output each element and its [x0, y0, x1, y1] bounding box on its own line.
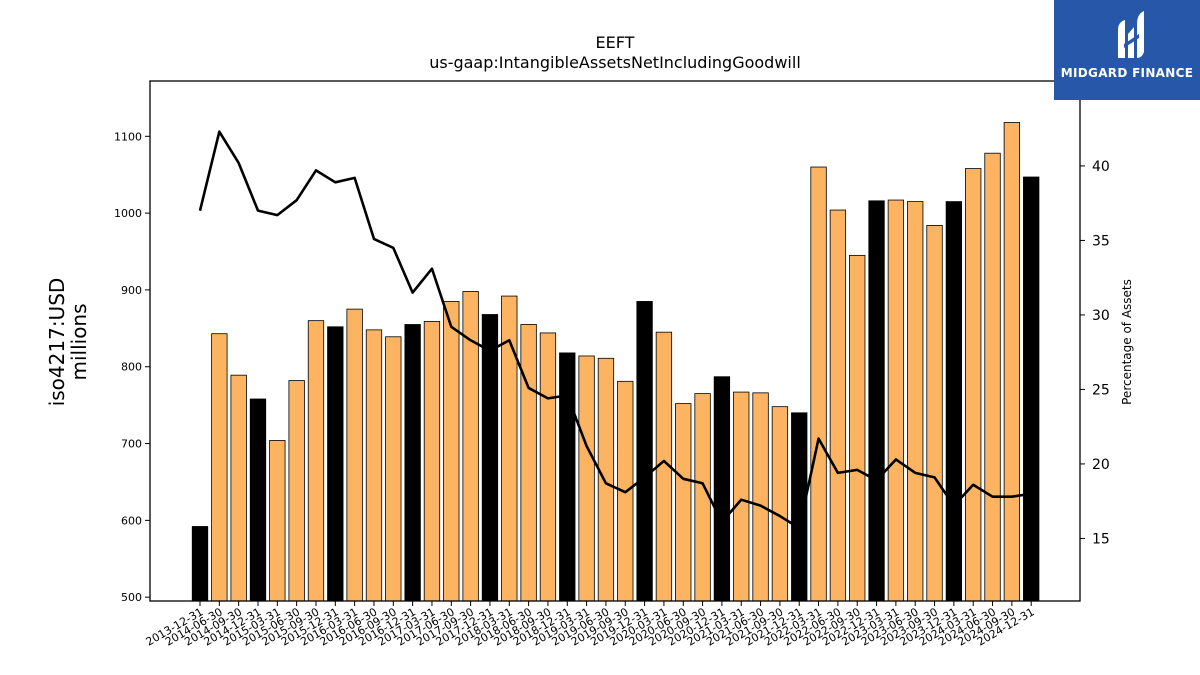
- bar-2024-09-30: [1003, 122, 1021, 602]
- right-axis: 15 20 25 30 35 40: [1080, 159, 1110, 547]
- bar-2019-06-30: [597, 357, 615, 602]
- left-tick-label: 1000: [114, 207, 142, 220]
- bar-2024-12-31: [1023, 176, 1040, 602]
- bar-2019-03-31: [578, 355, 595, 602]
- bar-2016-06-30: [365, 329, 383, 602]
- bar-2022-03-31: [810, 166, 827, 602]
- svg-text:millions: millions: [67, 303, 91, 380]
- left-axis: 500 600 700 800 900 1000 1100: [114, 130, 150, 604]
- bar-2022-12-31: [868, 200, 885, 602]
- left-axis-label: iso4217:USD millions: [45, 278, 91, 407]
- x-axis: 2013-12-312014-06-302014-09-302014-12-31…: [144, 601, 1037, 649]
- right-tick-label: 30: [1092, 308, 1110, 324]
- left-tick-label: 500: [121, 591, 142, 604]
- bar-2019-12-31: [636, 301, 653, 602]
- bar-2023-06-30: [907, 201, 924, 602]
- bar-2023-03-31: [887, 199, 905, 602]
- bar-2014-12-31: [249, 398, 267, 602]
- bar-2014-09-30: [230, 374, 247, 602]
- right-tick-label: 40: [1092, 159, 1110, 175]
- bar-2015-06-30: [288, 380, 305, 602]
- bar-2022-09-30: [849, 254, 866, 602]
- bar-2014-06-30: [211, 333, 228, 602]
- bar-2024-03-31: [965, 168, 982, 602]
- left-tick-label: 900: [121, 284, 142, 297]
- bar-2022-06-30: [829, 209, 847, 602]
- bar-2016-03-31: [346, 308, 363, 602]
- bar-2018-09-30: [539, 332, 557, 602]
- bar-2024-06-30: [984, 152, 1001, 602]
- bar-2023-09-30: [926, 224, 943, 602]
- chart-subtitle: us-gaap:IntangibleAssetsNetIncludingGood…: [429, 53, 801, 72]
- bar-2017-06-30: [443, 301, 460, 602]
- bar-2021-06-30: [752, 392, 769, 602]
- percentage-line: [198, 130, 1032, 530]
- svg-text:iso4217:USD: iso4217:USD: [45, 278, 69, 407]
- bar-2021-09-30: [771, 406, 789, 602]
- chart-title: EEFT: [595, 33, 635, 52]
- bar-2015-09-30: [307, 320, 325, 602]
- left-tick-label: 600: [121, 514, 142, 527]
- logo-text: MIDGARD FINANCE: [1060, 66, 1194, 80]
- bar-2017-03-31: [423, 321, 441, 602]
- right-tick-label: 20: [1092, 457, 1110, 473]
- right-tick-label: 35: [1092, 233, 1110, 249]
- bar-2021-03-31: [733, 391, 750, 602]
- bar-2016-12-31: [404, 324, 421, 602]
- right-tick-label: 25: [1092, 382, 1110, 398]
- line-group: [198, 130, 1032, 530]
- bar-2020-12-31: [713, 376, 731, 602]
- bar-2018-12-31: [559, 352, 576, 602]
- bar-2016-09-30: [385, 336, 402, 602]
- bar-2018-06-30: [520, 324, 537, 602]
- plot-frame: [149, 80, 1081, 602]
- right-axis-label: Percentage of Assets: [1120, 279, 1134, 405]
- left-tick-label: 1100: [114, 130, 142, 143]
- bar-2017-12-31: [481, 314, 499, 602]
- bars-group: [191, 122, 1040, 602]
- left-tick-label: 700: [121, 438, 142, 451]
- right-tick-label: 15: [1092, 531, 1110, 547]
- bar-2023-12-31: [945, 201, 963, 602]
- bar-2013-12-31: [191, 526, 209, 602]
- logo-mark-icon: [1118, 11, 1144, 58]
- bar-2020-09-30: [694, 393, 711, 602]
- bar-2015-12-31: [327, 326, 344, 602]
- brand-logo: MIDGARD FINANCE: [1054, 0, 1200, 100]
- left-tick-label: 800: [121, 361, 142, 374]
- bar-2015-03-31: [269, 440, 286, 602]
- bar-2020-06-30: [675, 403, 692, 602]
